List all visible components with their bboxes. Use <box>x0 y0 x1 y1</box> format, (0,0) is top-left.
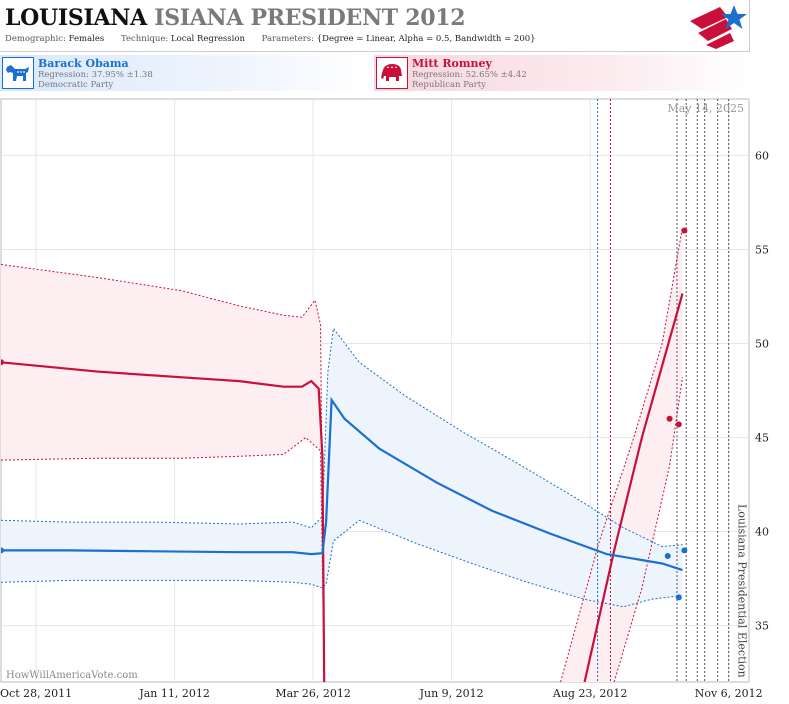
romney-regression-line <box>1 361 326 682</box>
x-tick-label: Jan 11, 2012 <box>138 687 210 700</box>
romney-upper-bound-late <box>560 226 683 682</box>
site-logo-icon <box>690 5 747 49</box>
x-tick-label: Aug 23, 2012 <box>552 687 628 700</box>
candidate-obama-panel: Barack Obama Regression: 37.95% ±1.38 De… <box>0 55 373 91</box>
romney-poll-point <box>681 227 688 234</box>
x-tick-label: Jun 9, 2012 <box>419 687 484 700</box>
donkey-icon <box>6 65 29 81</box>
y-tick-label: 50 <box>755 337 769 350</box>
candidate-romney-party: Republican Party <box>412 80 486 90</box>
parameters-label: Parameters: <box>261 34 315 44</box>
current-date-label: May 14, 2025 <box>667 102 744 115</box>
romney-start-point <box>1 359 4 366</box>
parameters-value: {Degree = Linear, Alpha = 0.5, Bandwidth… <box>316 34 536 44</box>
obama-upper-bound <box>1 327 683 548</box>
y-tick-label: 35 <box>755 620 769 633</box>
romney-regression-line-late <box>583 293 684 682</box>
romney-poll-point <box>675 421 682 428</box>
x-tick-label: Oct 28, 2011 <box>0 687 72 700</box>
obama-confidence-band <box>1 328 683 607</box>
demographic-label: Demographic: <box>5 34 66 44</box>
obama-poll-point <box>664 552 671 559</box>
title-state: LOUISIANA <box>5 5 147 31</box>
candidate-obama-icon-box <box>2 57 34 89</box>
romney-poll-point <box>666 415 673 422</box>
romney-confidence-band <box>1 264 325 682</box>
demographic-value: Females <box>68 34 105 44</box>
y-tick-label: 60 <box>755 149 769 162</box>
romney-upper-bound <box>1 264 325 682</box>
title-race: ISIANA PRESIDENT 2012 <box>154 5 466 31</box>
obama-lower-bound <box>1 519 683 608</box>
technique-value: Local Regression <box>170 34 245 44</box>
y-tick-label: 55 <box>755 243 769 256</box>
y-tick-label: 45 <box>755 432 769 445</box>
x-tick-label: Nov 6, 2012 <box>695 687 763 700</box>
elephant-icon <box>381 64 402 81</box>
x-tick-label: Mar 26, 2012 <box>275 687 351 700</box>
candidate-obama-name: Barack Obama <box>38 57 129 70</box>
parameters-line: Demographic: Females Technique: Local Re… <box>5 34 536 44</box>
obama-poll-point <box>681 547 688 554</box>
obama-regression-line <box>1 396 683 572</box>
candidate-romney-panel: Mitt Romney Regression: 52.65% ±4.42 Rep… <box>374 55 750 91</box>
page-title: LOUISIANA ISIANA PRESIDENT 2012 <box>5 5 466 31</box>
plot-content <box>1 99 730 682</box>
obama-poll-point <box>675 594 682 601</box>
regression-chart: 35 40 45 50 55 60 Oct 28, 2011 Jan 11, 2012 Mar … <box>0 98 769 700</box>
candidate-obama-party: Democratic Party <box>38 80 114 90</box>
y-tick-label: 40 <box>755 526 769 539</box>
romney-lower-bound-late <box>613 377 683 682</box>
candidate-romney-icon-box <box>376 57 408 89</box>
obama-start-point <box>1 547 4 554</box>
watermark: HowWillAmericaVote.com <box>6 670 138 681</box>
candidate-romney-regression: Regression: 52.65% ±4.42 <box>412 70 527 80</box>
romney-lower-bound <box>1 436 325 682</box>
election-label: Louisiana Presidential Election <box>736 504 749 678</box>
candidate-obama-regression: Regression: 37.95% ±1.38 <box>38 70 153 80</box>
chart-header: LOUISIANA ISIANA PRESIDENT 2012 Demograp… <box>0 0 750 52</box>
technique-label: Technique: <box>120 34 169 44</box>
candidate-romney-name: Mitt Romney <box>412 57 492 70</box>
